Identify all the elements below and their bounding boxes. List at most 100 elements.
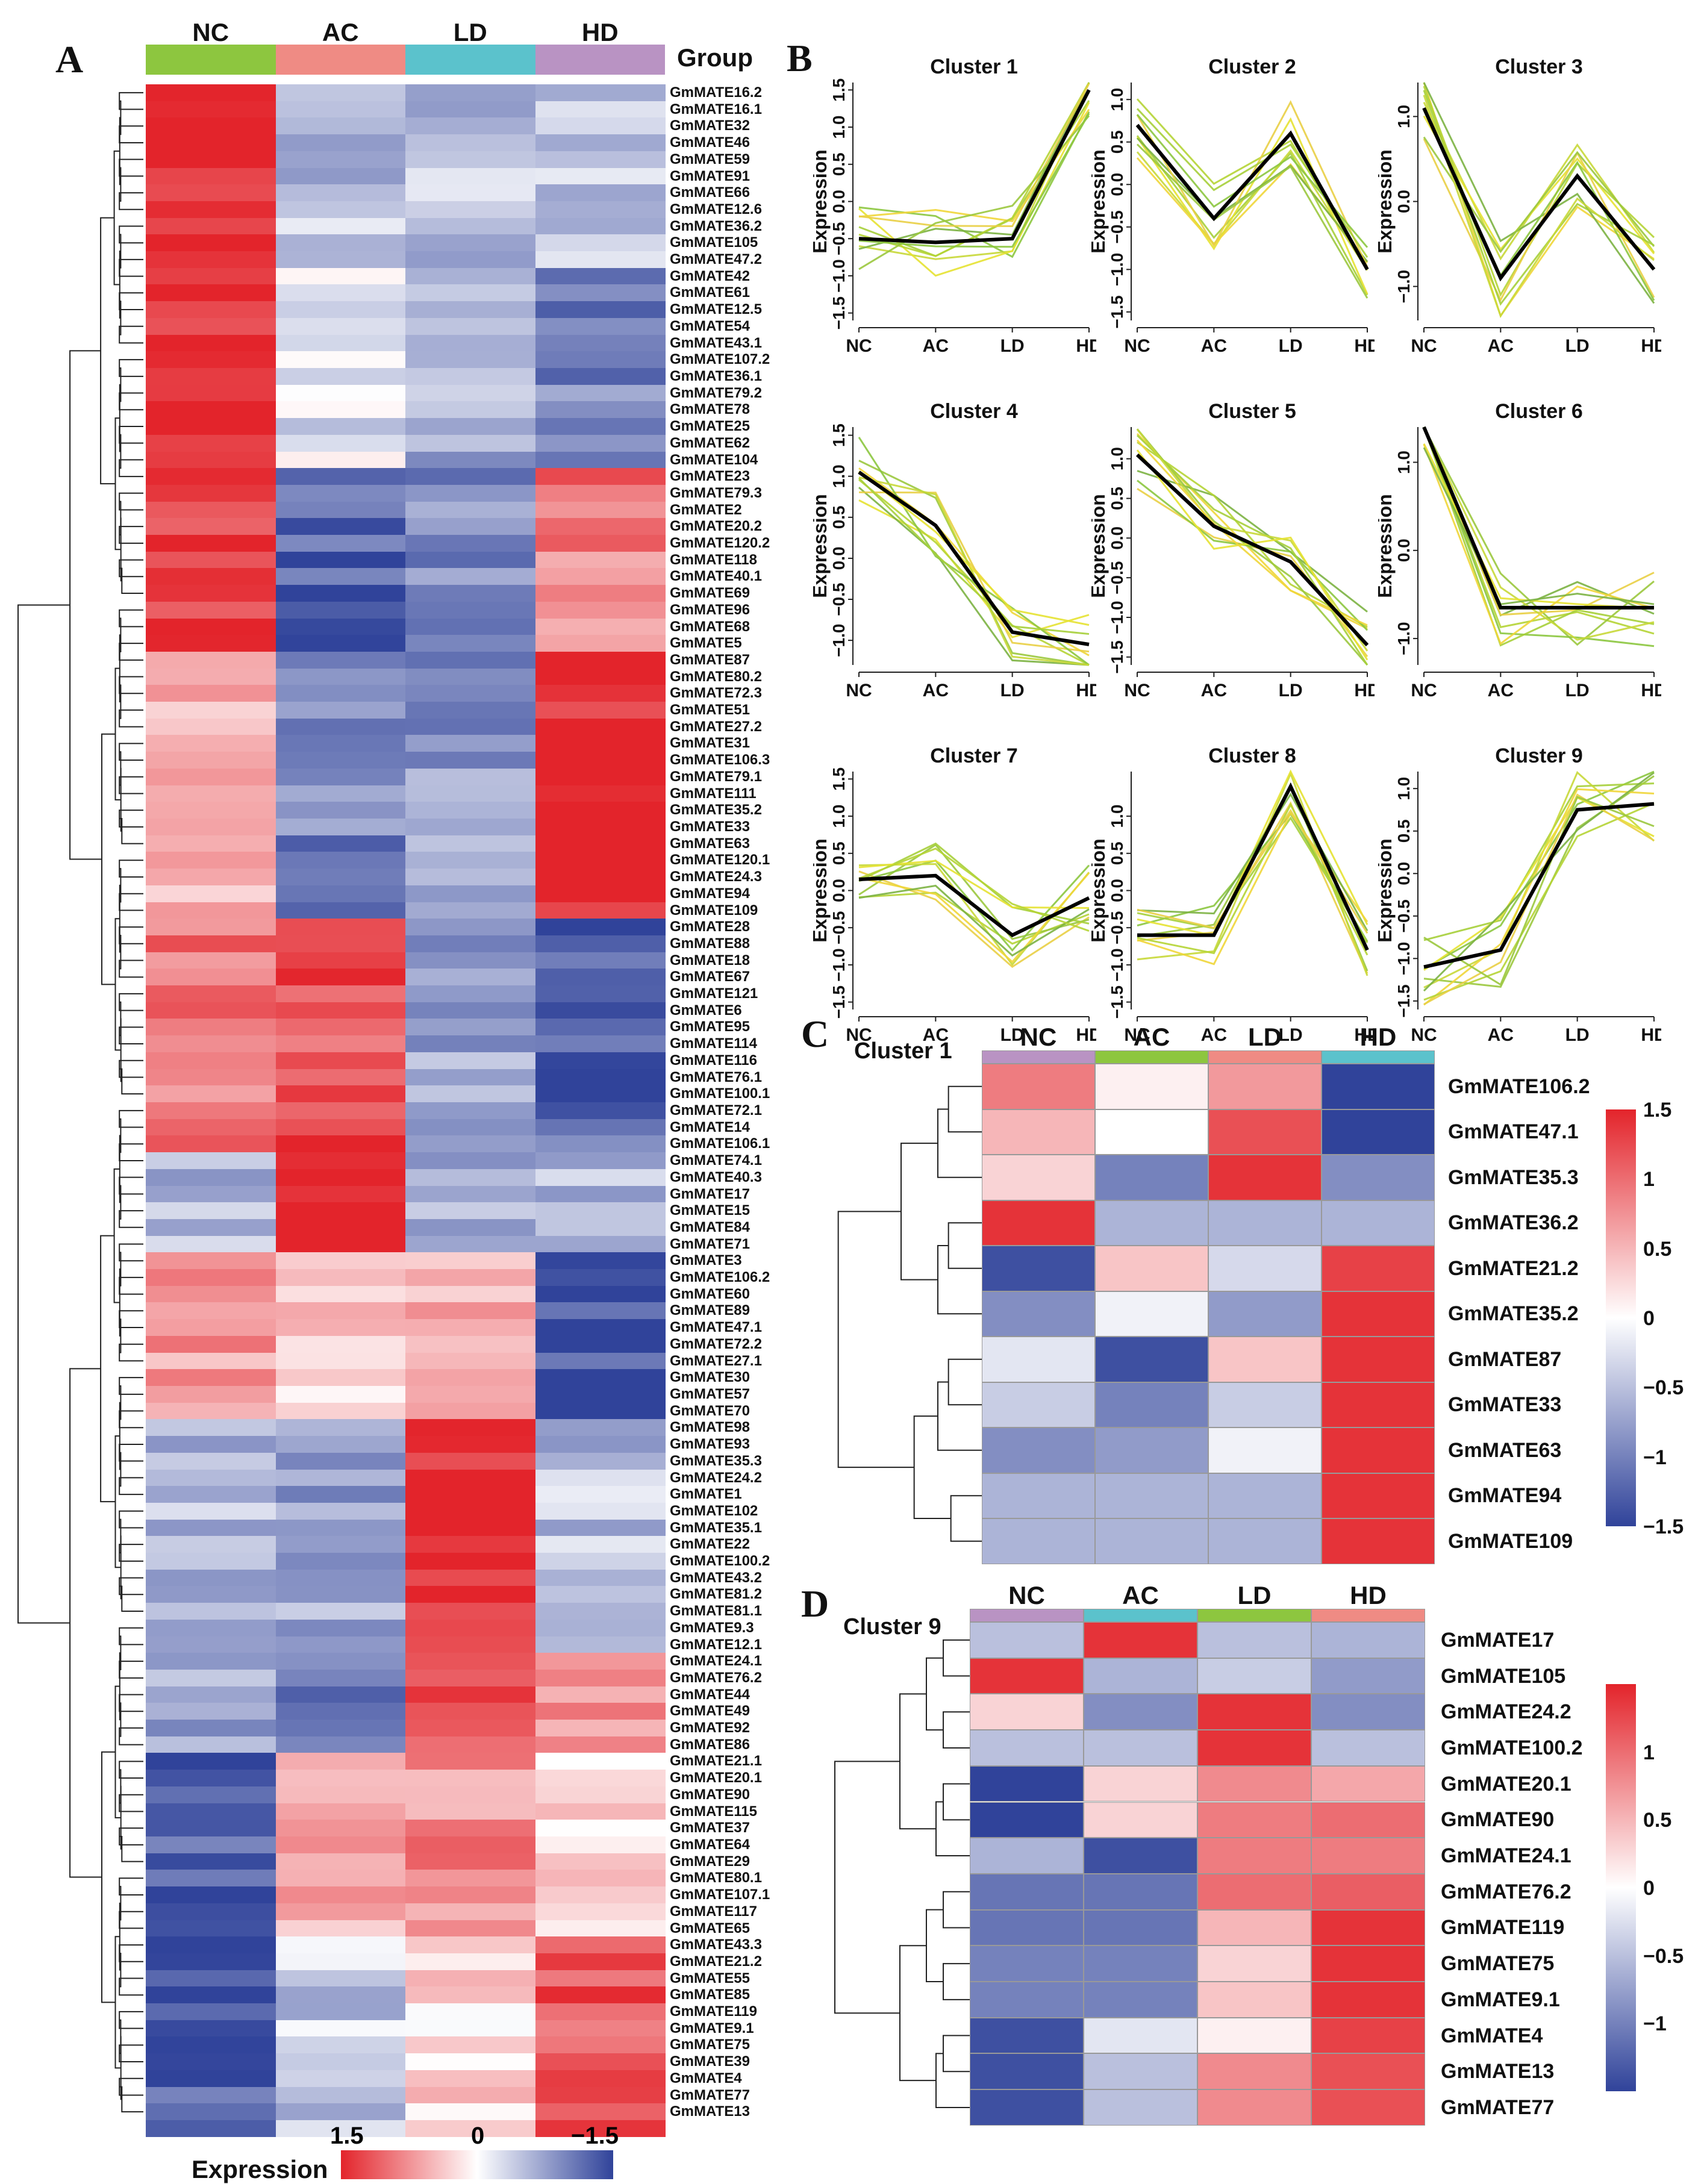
heatmap-cell (535, 902, 666, 919)
gene-label: GmMATE78 (670, 401, 750, 418)
heatmap-cell (405, 952, 535, 969)
row-gene-label: GmMATE24.2 (1441, 1700, 1571, 1724)
heatmap-cell (405, 1002, 535, 1020)
gene-label: GmMATE29 (670, 1853, 750, 1870)
gene-label: GmMATE15 (670, 1202, 750, 1219)
heatmap-cell (405, 1486, 535, 1503)
heatmap-cell (405, 1102, 535, 1120)
group-bar-nc (146, 45, 276, 75)
gene-label: GmMATE90 (670, 1786, 750, 1803)
heatmap-cell (275, 768, 406, 786)
heatmap-cell (146, 702, 276, 719)
heatmap-cell (146, 1820, 276, 1837)
heatmap-cell (405, 1235, 535, 1253)
heatmap-cell (1322, 1200, 1435, 1246)
heatmap-cell (275, 902, 406, 919)
gene-label: GmMATE42 (670, 267, 750, 284)
heatmap-cell (1084, 1622, 1197, 1658)
heatmap-cell (275, 267, 406, 285)
member-gene-line (1136, 143, 1369, 299)
dendrogram-branch (119, 959, 143, 978)
heatmap-cell (1311, 1838, 1425, 1874)
gene-label: GmMATE120.2 (670, 535, 770, 552)
heatmap-cell (146, 1486, 276, 1503)
column-header-ld: LD (1248, 1023, 1282, 1051)
heatmap-cell (275, 1519, 406, 1537)
y-tick-label: 0.0 (1108, 526, 1126, 550)
heatmap-cell (535, 1786, 666, 1804)
heatmap-cell (275, 2086, 406, 2104)
heatmap-cell (405, 1369, 535, 1387)
gene-label: GmMATE68 (670, 618, 750, 635)
heatmap-cell (275, 201, 406, 219)
dendrogram-branch (119, 609, 143, 628)
dendrogram-branch (913, 1415, 951, 1519)
heatmap-cell (275, 1720, 406, 1737)
heatmap-cell (535, 1619, 666, 1637)
cluster-title: Cluster 5 (1208, 400, 1296, 423)
heatmap-cell (405, 351, 535, 369)
heatmap-cell (535, 1953, 666, 1971)
heatmap-cell (1208, 1064, 1322, 1109)
y-tick-label: −1.5 (829, 296, 848, 329)
x-tick-label: AC (923, 336, 949, 356)
heatmap-cell (535, 1903, 666, 1921)
legend-tick-label: −0.5 (1643, 1376, 1684, 1400)
heatmap-cell (1197, 1838, 1311, 1874)
gene-label: GmMATE118 (670, 551, 757, 568)
heatmap-cell (146, 1853, 276, 1871)
x-tick-label: AC (1201, 1025, 1227, 1045)
heatmap-cell (405, 2036, 535, 2054)
heatmap-cell (405, 434, 535, 452)
gene-label: GmMATE70 (670, 1402, 750, 1419)
heatmap-cell (535, 1519, 666, 1537)
gene-label: GmMATE119 (670, 2003, 757, 2020)
heatmap-cell (405, 1152, 535, 1170)
member-gene-line (1137, 479, 1369, 631)
panel-label-d: D (801, 1582, 829, 1625)
gene-label: GmMATE17 (670, 1185, 750, 1202)
heatmap-cell (275, 1703, 406, 1720)
heatmap-cell (1084, 1802, 1197, 1838)
heatmap-cell (146, 2086, 276, 2104)
heatmap-cell (146, 685, 276, 702)
heatmap-cell (535, 501, 666, 519)
heatmap-cell (146, 535, 276, 552)
dendrogram-branch (943, 1711, 970, 1749)
heatmap-cell (1095, 1291, 1208, 1337)
row-gene-label: GmMATE9.1 (1441, 1988, 1560, 2011)
heatmap-cell (535, 1135, 666, 1153)
heatmap-cell (535, 401, 666, 419)
group-header-ac: AC (322, 18, 359, 46)
heatmap-cell (535, 1820, 666, 1837)
gene-label: GmMATE59 (670, 151, 750, 167)
heatmap-cell (275, 334, 406, 352)
gene-label: GmMATE98 (670, 1419, 750, 1436)
heatmap-cell (146, 551, 276, 569)
heatmap-cell (275, 1335, 406, 1353)
heatmap-cell (535, 735, 666, 752)
heatmap-cell (535, 635, 666, 652)
gene-label: GmMATE47.2 (670, 251, 762, 268)
x-tick-label: AC (1488, 1025, 1514, 1045)
row-gene-label: GmMATE35.2 (1448, 1302, 1579, 1326)
heatmap-cell (1322, 1064, 1435, 1109)
heatmap-cell (1084, 2017, 1197, 2054)
gene-label: GmMATE64 (670, 1836, 750, 1853)
cluster-line-chart: Cluster 8 1.0 0.5 0.0 −0.5 −1.0 −1.5 Expression… (1091, 744, 1375, 1045)
x-tick-label: HD (1076, 1025, 1096, 1045)
heatmap-cell (405, 1986, 535, 2004)
heatmap-cell (146, 1836, 276, 1854)
heatmap-cell (275, 618, 406, 635)
cluster-heatmap-title: Cluster 9 (843, 1614, 941, 1640)
heatmap-cell (1322, 1246, 1435, 1291)
heatmap-cell (535, 1486, 666, 1503)
gene-label: GmMATE27.1 (670, 1352, 762, 1369)
heatmap-cell (405, 702, 535, 719)
heatmap-cell (275, 1069, 406, 1086)
heatmap-cell (405, 1502, 535, 1520)
dendrogram-branch (17, 604, 70, 1624)
heatmap-cell (535, 351, 666, 369)
heatmap-cell (535, 1202, 666, 1220)
x-tick-label: AC (1201, 681, 1227, 700)
